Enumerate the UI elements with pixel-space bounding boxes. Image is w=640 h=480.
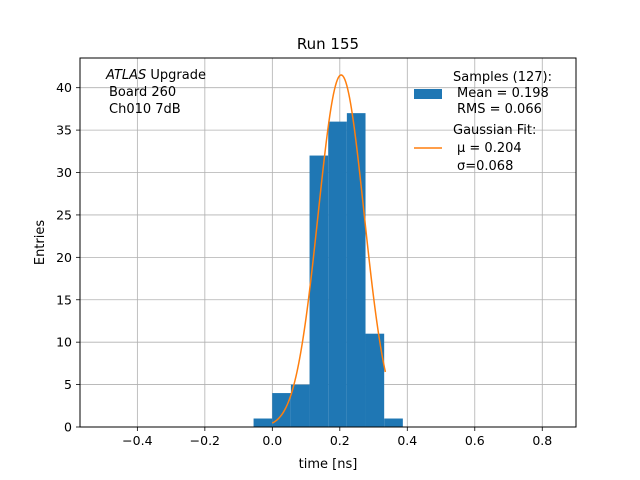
legend-fit-title: Gaussian Fit: [453,123,536,138]
histogram-bar [253,418,273,427]
x-tick-label: −0.4 [122,433,152,448]
x-tick-label: 0.4 [397,433,417,448]
histogram-bar [309,155,329,427]
chart-title: Run 155 [297,35,359,53]
histogram-bar [384,418,403,427]
gaussian-fit [271,74,387,424]
annotation-line-3: Ch010 7dB [109,102,181,117]
x-tick-label: 0.8 [532,433,552,448]
y-tick-label: 40 [56,80,72,95]
x-axis-label: time [ns] [299,457,358,472]
histogram-bar [346,113,366,427]
y-tick-label: 15 [56,292,72,307]
legend-samples-title: Samples (127): [453,70,552,85]
y-tick-label: 25 [56,207,72,222]
annotation-atlas: ATLAS [105,68,146,83]
legend-fit-sigma: σ=0.068 [457,159,513,174]
y-tick-label: 5 [64,377,72,392]
legend: Samples (127): Mean = 0.198 RMS = 0.066 … [414,70,552,174]
y-tick-label: 10 [56,335,72,350]
atlas-annotation: ATLAS Upgrade Board 260 Ch010 7dB [105,68,206,117]
histogram-bar [365,333,385,427]
x-axis-ticks: −0.4 −0.2 0.0 0.2 0.4 0.6 0.8 [122,427,552,448]
y-tick-label: 0 [64,420,72,435]
annotation-line-2: Board 260 [109,85,176,100]
histogram-bar [328,121,347,427]
x-tick-label: 0.6 [465,433,485,448]
x-tick-label: 0.2 [330,433,350,448]
y-tick-label: 20 [56,250,72,265]
histogram-bar [272,393,291,427]
legend-fit-mu: μ = 0.204 [457,141,522,156]
y-axis-label: Entries [33,220,48,266]
histogram-bars [253,113,403,427]
gaussian-fit-curve [271,74,387,424]
legend-samples-mean: Mean = 0.198 [457,86,549,101]
legend-swatch-samples [414,89,442,99]
y-tick-label: 30 [56,165,72,180]
axes-frame [79,57,577,428]
y-tick-label: 35 [56,123,72,138]
x-tick-label: 0.0 [262,433,282,448]
y-axis-ticks: 0 5 10 15 20 25 30 35 40 [56,80,80,435]
legend-samples-rms: RMS = 0.066 [457,102,542,117]
annotation-upgrade: Upgrade [146,68,206,83]
x-tick-label: −0.2 [190,433,220,448]
histogram-bar [290,384,310,427]
annotation-line-1: ATLAS Upgrade [105,68,206,83]
